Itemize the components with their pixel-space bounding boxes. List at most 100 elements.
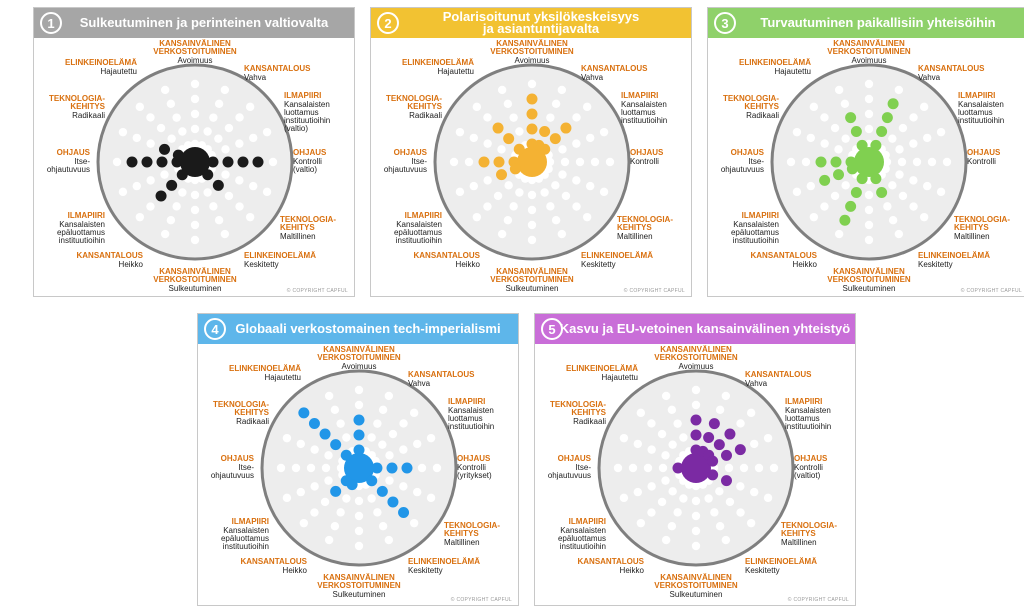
grid-dot: [409, 518, 419, 528]
grid-dot: [679, 494, 688, 503]
grid-dot: [367, 494, 376, 503]
grid-dot: [864, 109, 874, 119]
dimension-name: ILMAPIIRI: [231, 517, 269, 526]
grid-dot: [936, 127, 946, 137]
scenario-dot: [493, 156, 505, 168]
grid-dot: [820, 139, 829, 148]
panel-title: Turvautuminen paikallisiin yhteisöihin: [740, 15, 996, 30]
dimension-value: Kansalaisten: [396, 220, 442, 229]
grid-dot: [342, 433, 351, 442]
dimension-name: OHJAUS: [293, 148, 327, 157]
grid-dot: [739, 463, 749, 473]
grid-dot: [661, 451, 670, 460]
grid-dot: [367, 433, 376, 442]
dimension-name: TEKNOLOGIA-: [954, 215, 1010, 224]
dimension-name: VERKOSTOITUMINEN: [827, 275, 911, 284]
scenario-dot: [724, 428, 736, 440]
grid-dot: [249, 181, 258, 191]
panel-title: Globaali verkostomainen tech-imperialism…: [215, 322, 500, 335]
dimension-name: TEKNOLOGIA-: [386, 94, 442, 103]
grid-dot: [883, 202, 892, 211]
grid-dot: [291, 463, 301, 473]
dimension-value: Sulkeutuminen: [842, 284, 896, 293]
grid-dot: [354, 496, 364, 506]
scenario-dot: [876, 186, 888, 198]
dimension-value: Radikaali: [236, 417, 269, 426]
dimension-value: Maltillinen: [617, 232, 653, 241]
dimension-value: Sulkeutuminen: [168, 284, 222, 293]
grid-dot: [306, 463, 316, 473]
grid-dot: [399, 445, 408, 454]
dimension-value: Itse-: [411, 157, 427, 166]
scenario-dot: [156, 156, 168, 168]
grid-dot: [557, 85, 567, 95]
grid-dot: [546, 202, 555, 211]
grid-dot: [668, 440, 677, 449]
panel-title-line: Turvautuminen paikallisiin yhteisöihin: [760, 15, 996, 30]
grid-dot: [540, 188, 549, 197]
label-lower-right: TEKNOLOGIA- KEHITYS Maltillinen: [781, 522, 837, 547]
scenario-dot: [513, 143, 525, 155]
grid-dot: [354, 526, 364, 536]
grid-dot: [190, 235, 200, 245]
copyright-note: © COPYRIGHT CAPFUL: [623, 288, 685, 294]
grid-dot: [497, 145, 506, 154]
grid-dot: [384, 535, 394, 545]
grid-dot: [469, 133, 478, 143]
grid-dot: [221, 170, 230, 179]
grid-dot: [172, 113, 181, 122]
scenario-dot: [237, 156, 249, 168]
copyright-note: © COPYRIGHT CAPFUL: [450, 597, 512, 603]
grid-dot: [190, 109, 200, 119]
dimension-value: epäluottamus: [393, 228, 442, 237]
scenario-dot: [353, 444, 365, 456]
label-left: OHJAUS Itse-ohjautuvuus: [211, 455, 254, 480]
dimension-name: KANSAINVÄLINEN: [496, 39, 568, 48]
scenario-dot: [850, 186, 862, 198]
grid-dot: [551, 216, 561, 225]
grid-dot: [647, 419, 656, 428]
label-bottom-right: ELINKEINOELÄMÄ Keskitetty: [408, 558, 480, 575]
grid-dot: [691, 385, 701, 395]
grid-dot: [224, 123, 234, 133]
grid-dot: [336, 508, 345, 517]
grid-dot: [160, 229, 170, 239]
panel-title-line: Kasvu ja EU-vetoinen kansainvälinen yhte…: [559, 321, 851, 336]
grid-dot: [657, 497, 667, 507]
dimension-name: KANSAINVÄLINEN: [660, 345, 732, 354]
dimension-value: Itse-: [238, 463, 254, 472]
dimension-name: KEHITYS: [70, 102, 105, 111]
center-dot: [854, 147, 884, 177]
scenario-dot: [222, 156, 234, 168]
grid-dot: [673, 419, 682, 428]
panel-title: Kasvu ja EU-vetoinen kansainvälinen yhte…: [540, 321, 851, 336]
dimension-name: KANSAINVÄLINEN: [159, 267, 231, 276]
grid-dot: [399, 419, 408, 428]
dimension-name: ELINKEINOELÄMÄ: [402, 58, 474, 67]
dimension-name: KEHITYS: [407, 102, 442, 111]
grid-dot: [527, 235, 537, 245]
dimension-value: Kontrolli: [293, 157, 322, 166]
dimension-value: Heikko: [118, 260, 143, 269]
grid-dot: [898, 191, 908, 201]
dimension-value: Keskitetty: [918, 260, 953, 269]
scenario-dot: [703, 432, 715, 444]
dimension-name: OHJAUS: [393, 148, 427, 157]
panel-number-badge: 4: [204, 318, 226, 340]
dimension-name: OHJAUS: [457, 454, 491, 463]
dimension-value: Vahva: [244, 73, 267, 82]
dimension-name: ELINKEINOELÄMÄ: [918, 251, 990, 260]
dimension-value: Vahva: [408, 379, 431, 388]
scenario-dot: [252, 156, 264, 168]
grid-dot: [710, 508, 719, 517]
dimension-name: VERKOSTOITUMINEN: [827, 47, 911, 56]
grid-dot: [503, 216, 513, 225]
dimension-name: VERKOSTOITUMINEN: [654, 581, 738, 590]
radar-diagram: [96, 63, 294, 261]
dimension-value: instituutioihin: [732, 236, 779, 245]
grid-dot: [497, 85, 507, 95]
grid-dot: [336, 463, 346, 473]
scenario-dot: [308, 417, 320, 429]
label-lower-left: ILMAPIIRI Kansalaisten epäluottamus institu…: [394, 212, 442, 245]
label-upper-left: TEKNOLOGIA- KEHITYS Radikaali: [49, 95, 105, 120]
